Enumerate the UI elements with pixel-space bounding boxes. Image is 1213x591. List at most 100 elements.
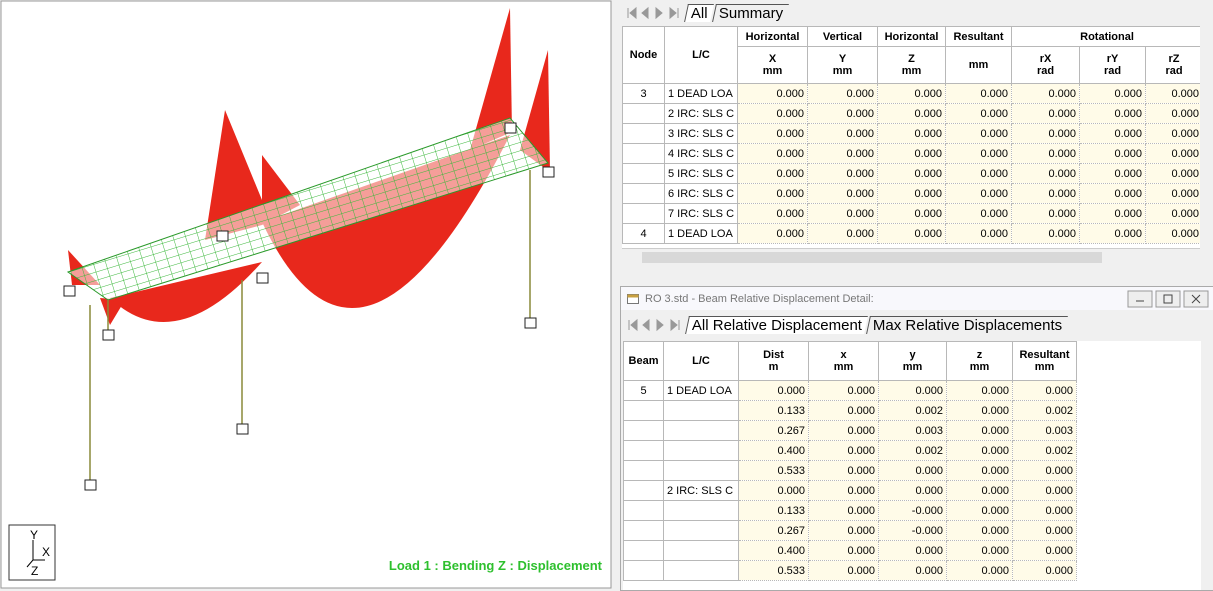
cell: 0.000 [1012,124,1080,144]
detail-tabs: All Relative Displacement Max Relative D… [625,312,1213,334]
cell: 0.000 [809,561,879,581]
cell: 2 IRC: SLS C [664,481,739,501]
cell: 0.000 [808,204,878,224]
header: L/C [664,342,739,381]
h-scrollbar[interactable] [622,248,1200,267]
header-label: rX [1015,53,1076,65]
cell [623,124,665,144]
cell: 0.533 [739,561,809,581]
cell: 0.000 [738,164,808,184]
header-unit: rad [1149,65,1199,77]
row: 0.2670.000-0.0000.0000.000 [624,521,1077,541]
header-label: x [812,349,875,361]
header: Zmm [878,47,946,84]
cell: 0.000 [879,481,947,501]
cell: 0.000 [1080,124,1146,144]
header-unit: mm [741,65,804,77]
header: Horizontal [878,27,946,47]
cell: 0.000 [1012,84,1080,104]
axis-z: Z [31,564,38,578]
nav-arrows[interactable] [624,4,684,22]
cell: 0.000 [1080,104,1146,124]
cell: 0.000 [878,184,946,204]
cell: 0.000 [947,381,1013,401]
cell: 0.000 [947,561,1013,581]
cell: 0.000 [1080,204,1146,224]
header-unit: mm [882,361,943,373]
cell: 0.000 [738,84,808,104]
cell: 7 IRC: SLS C [665,204,738,224]
cell: 0.000 [946,224,1012,244]
cell: 0.000 [879,381,947,401]
header-unit: rad [1083,65,1142,77]
cell: 0.000 [809,481,879,501]
cell: 0.000 [1013,381,1077,401]
cell [664,401,739,421]
cell: 0.000 [878,124,946,144]
cell: 0.000 [947,541,1013,561]
cell: 0.000 [808,104,878,124]
cell: 0.003 [1013,421,1077,441]
header-label: X [741,53,804,65]
cell: 0.000 [1146,84,1201,104]
cell: 0.000 [1146,204,1201,224]
cell [664,561,739,581]
cell: 0.000 [1012,204,1080,224]
row: 0.1330.0000.0020.0000.002 [624,401,1077,421]
cell: 0.000 [947,441,1013,461]
cell: 0.000 [1012,224,1080,244]
v-scrollbar[interactable] [1200,26,1213,248]
header: Vertical [808,27,878,47]
nav-arrows[interactable] [625,316,685,334]
cell [624,481,664,501]
cell: 0.133 [739,401,809,421]
v-scrollbar[interactable] [1201,341,1213,590]
cell: 3 [623,84,665,104]
cell: 1 DEAD LOA [665,224,738,244]
cell [664,461,739,481]
axis-x: X [42,545,50,559]
cell: 0.000 [1013,541,1077,561]
header-unit: mm [950,361,1009,373]
cell: 0.267 [739,521,809,541]
detail-grid: BeamL/CDistmxmmymmzmmResultantmm 51 DEAD… [623,341,1201,590]
cell [623,144,665,164]
cell [664,421,739,441]
header-label: z [950,349,1009,361]
header: Rotational [1012,27,1201,47]
cell: 0.000 [1080,184,1146,204]
cell: 0.533 [739,461,809,481]
title-bar: RO 3.std - Beam Relative Displacement De… [621,287,1213,310]
cell [623,184,665,204]
cell: 0.000 [1012,144,1080,164]
cell: 0.002 [1013,401,1077,421]
row: 31 DEAD LOA0.0000.0000.0000.0000.0000.00… [623,84,1201,104]
tab[interactable]: Summary [712,4,789,22]
cell: 5 [624,381,664,401]
cell: 0.000 [947,461,1013,481]
row: 51 DEAD LOA0.0000.0000.0000.0000.000 [624,381,1077,401]
tab[interactable]: All [684,4,713,22]
header-label: Dist [742,349,805,361]
header: Node [623,27,665,84]
cell: 0.000 [1080,144,1146,164]
cell: 0.000 [878,204,946,224]
header: Beam [624,342,664,381]
tab[interactable]: All Relative Displacement [685,316,868,334]
header-label: rY [1083,53,1142,65]
cell: 0.000 [808,164,878,184]
cell: 1 DEAD LOA [664,381,739,401]
row: 6 IRC: SLS C0.0000.0000.0000.0000.0000.0… [623,184,1201,204]
cell: 0.000 [1012,104,1080,124]
tab[interactable]: Max Relative Displacements [866,316,1068,334]
cell: 6 IRC: SLS C [665,184,738,204]
window-buttons[interactable] [1124,289,1213,309]
cell: 0.000 [1012,164,1080,184]
